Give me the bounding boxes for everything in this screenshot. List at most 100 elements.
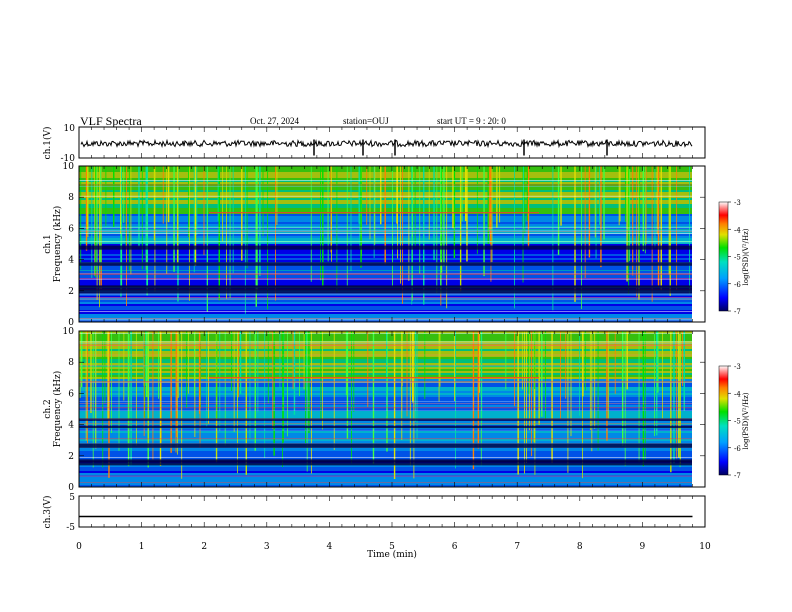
ch3-waveform-panel: 5 -5 ch.3(V) 0 1 2 3 4 5 6 7 8 9 10 Time (min): [42, 127, 711, 560]
spectrogram-band: [79, 369, 692, 371]
spectrogram-band: [79, 278, 692, 280]
spectrogram-band: [79, 335, 692, 337]
x-tick-label-5: 5: [389, 542, 395, 552]
spectrogram-band: [79, 417, 692, 419]
ch1-spectrogram-data: [79, 166, 692, 322]
spectrogram-band: [79, 306, 692, 308]
colorbar-tick-label--7: -7: [734, 472, 741, 480]
spectrogram-gap: [79, 418, 692, 421]
spectrogram-band: [79, 331, 692, 333]
ch3-ytick-top: 5: [69, 493, 75, 503]
colorbar-tick-label--6: -6: [734, 281, 741, 289]
spectrogram-band: [79, 409, 692, 411]
spectrogram-band: [79, 471, 692, 473]
y-tick-label-10: 10: [63, 327, 75, 337]
colorbar-tick-label--4: -4: [734, 226, 741, 234]
ch1-ytick-bottom: -10: [61, 154, 76, 164]
spectrogram-band: [79, 282, 692, 284]
spectrogram-gap: [79, 286, 692, 291]
spectrogram-band: [79, 421, 692, 423]
y-tick-label-0: 0: [68, 318, 74, 328]
spectrogram-band: [79, 270, 692, 272]
spectrogram-band: [79, 467, 692, 469]
spectrogram-band: [79, 268, 692, 270]
spectrogram-band: [79, 479, 692, 481]
spectrogram-band: [79, 439, 692, 441]
spectrogram-band: [79, 435, 692, 437]
spectrogram-band: [79, 349, 692, 351]
x-tick-label-9: 9: [640, 542, 646, 552]
colorbar-tick-label--6: -6: [734, 445, 741, 453]
spectrogram-band: [79, 397, 692, 399]
chart-title: VLF Spectra: [80, 114, 142, 128]
spectrogram-band: [79, 320, 692, 322]
spectrogram-band: [79, 477, 692, 479]
spectrogram-gap: [79, 245, 692, 250]
spectrogram-band: [79, 391, 692, 393]
ch2-spectrogram-data: [78, 331, 692, 487]
spectrogram-band: [79, 433, 692, 435]
spectrogram-band: [79, 296, 692, 298]
spectrogram-band: [79, 393, 692, 395]
y-tick-label-8: 8: [68, 193, 74, 203]
spectrogram-band: [79, 339, 692, 341]
spectrogram-band: [79, 300, 692, 302]
colorbar-tick-label--3: -3: [734, 199, 741, 207]
spectrogram-band: [79, 483, 692, 485]
spectrogram-band: [79, 403, 692, 405]
spectrogram-band: [79, 465, 692, 467]
spectrogram-band: [79, 431, 692, 433]
spectrogram-band: [79, 401, 692, 403]
spectrogram-band: [79, 485, 692, 487]
spectrogram-band: [79, 405, 692, 407]
spectrogram-band: [79, 375, 692, 377]
date-label: Oct. 27, 2024: [250, 116, 299, 126]
x-tick-label-2: 2: [201, 542, 207, 552]
spectrogram-band: [79, 355, 692, 357]
ch3-ytick-bottom: -5: [66, 523, 75, 533]
spectrogram-band: [79, 359, 692, 361]
y-tick-label-4: 4: [68, 421, 74, 431]
ch2-colorbar-label: log(PSD)(V²/Hz): [742, 392, 750, 449]
spectrogram-band: [79, 274, 692, 276]
spectrogram-band: [79, 353, 692, 355]
y-tick-label-0: 0: [68, 483, 74, 493]
y-tick-label-4: 4: [68, 256, 74, 266]
spectrogram-band: [79, 481, 692, 483]
y-tick-label-10: 10: [63, 162, 75, 172]
spectrogram-band: [79, 447, 692, 449]
spectrogram-band: [79, 381, 692, 383]
ch2-ylabel-line1: ch.2: [43, 399, 53, 418]
spectrogram-band: [79, 304, 692, 306]
colorbar-tick-label--3: -3: [734, 363, 741, 371]
colorbar-tick-label--5: -5: [734, 254, 741, 262]
spectrogram-gap: [79, 262, 692, 266]
spectrogram-band: [79, 347, 692, 349]
colorbar-tick-label--4: -4: [734, 390, 741, 398]
spectrogram-band: [79, 280, 692, 282]
colorbar-tick-label--7: -7: [734, 308, 741, 316]
ch1-ylabel-line1: ch.1: [43, 234, 53, 253]
ch1-ylabel: ch.1(V): [42, 127, 53, 160]
colorbar-tick-label--5: -5: [734, 418, 741, 426]
spectrogram-band: [79, 312, 692, 314]
x-tick-label-1: 1: [139, 542, 145, 552]
spectrogram-band: [79, 302, 692, 304]
spectrogram-gap: [79, 425, 692, 429]
spectrogram-band: [79, 266, 692, 268]
spectrogram-band: [79, 383, 692, 385]
spectrogram-band: [79, 310, 692, 312]
y-tick-label-6: 6: [68, 389, 74, 399]
spectrogram-band: [79, 413, 692, 415]
spectrogram-band: [79, 318, 692, 320]
spectrogram-gap: [79, 285, 692, 288]
y-tick-label-2: 2: [68, 287, 74, 297]
spectrogram-band: [79, 308, 692, 310]
ch1-waveform-spikes: [313, 139, 608, 156]
y-tick-label-2: 2: [68, 452, 74, 462]
spectrogram-band: [79, 437, 692, 439]
spectrogram-band: [79, 343, 692, 345]
spectrogram-band: [79, 272, 692, 274]
